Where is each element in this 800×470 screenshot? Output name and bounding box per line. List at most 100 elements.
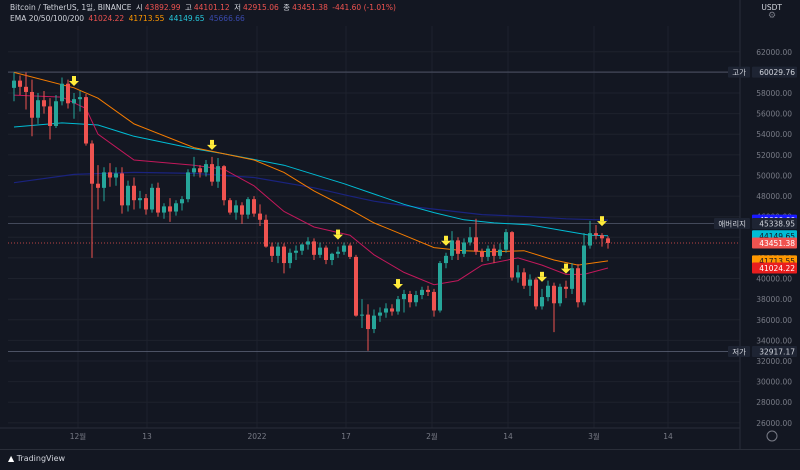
tradingview-logo[interactable]: ▲ TradingView (8, 454, 65, 463)
arrow-icon (333, 234, 343, 240)
candle-body (594, 233, 598, 236)
candle-body (180, 199, 184, 204)
ema50-value: 41713.55 (128, 14, 165, 23)
candle-body (276, 246, 280, 256)
y-tick-label: 58000.00 (756, 89, 792, 98)
price-label-tag-box (714, 218, 750, 230)
arrow-icon (537, 276, 547, 282)
price-label-value: 60029.76 (759, 68, 795, 77)
price-label-box (752, 66, 797, 78)
candle-body (204, 164, 208, 173)
candle-body (456, 240, 460, 254)
x-tick-label: 14 (663, 432, 673, 441)
candle-body (588, 233, 592, 246)
candle-body (426, 289, 430, 292)
candle-body (210, 164, 214, 182)
candle-body (432, 291, 436, 311)
candle-body (552, 285, 556, 304)
close-value: 43451.38 (292, 3, 328, 12)
arrow-icon (564, 263, 568, 269)
candle-body (222, 166, 226, 201)
low-value: 42915.06 (242, 3, 279, 12)
candle-body (138, 198, 142, 201)
close-label: 종 (283, 3, 291, 12)
y-tick-label: 52000.00 (756, 151, 792, 160)
candle-body (468, 237, 472, 243)
ema100-value: 44149.65 (168, 14, 205, 23)
price-label-box (752, 346, 797, 358)
candle-body (246, 199, 250, 215)
ema20-value: 41024.22 (88, 14, 125, 23)
candle-body (12, 80, 16, 88)
open-label: 시 (135, 3, 143, 12)
candle-body (408, 294, 412, 303)
ema200-line (13, 171, 609, 221)
candle-body (510, 232, 514, 278)
candle-body (360, 314, 364, 316)
candle-body (126, 185, 130, 206)
candle-body (396, 299, 400, 312)
price-label-tag-box (728, 346, 750, 358)
candle-body (498, 249, 502, 256)
candle-body (570, 268, 574, 289)
candle-body (54, 101, 58, 126)
price-label-value: 32917.17 (759, 348, 795, 357)
candle-body (78, 97, 82, 100)
x-tick-label: 14 (503, 432, 513, 441)
candle-body (72, 99, 76, 104)
candle-body (216, 166, 220, 182)
legend-ema-row: EMA 20/50/100/200 41024.22 41713.55 4414… (10, 14, 247, 23)
auto-scale-icon[interactable] (766, 430, 778, 442)
candle-body (102, 172, 106, 188)
y-tick-label: 30000.00 (756, 378, 792, 387)
price-label-tag: 고가 (732, 68, 746, 77)
candle-body (492, 248, 496, 256)
candle-body (288, 252, 292, 264)
arrow-icon (336, 229, 340, 235)
arrow-icon (444, 235, 448, 241)
y-tick-label: 62000.00 (756, 48, 792, 57)
candle-body (186, 172, 190, 200)
price-label-tag: 저가 (732, 348, 746, 357)
price-label-value: 44149.65 (759, 232, 795, 241)
y-tick-label: 40000.00 (756, 275, 792, 284)
candle-body (306, 241, 310, 245)
candle-body (312, 241, 316, 255)
footer-bar: ▲ TradingView (0, 449, 800, 470)
x-tick-label: 2022 (247, 432, 266, 441)
candle-body (438, 263, 442, 311)
arrow-icon (561, 268, 571, 274)
currency-label: USDT (761, 3, 782, 12)
candle-body (234, 205, 238, 213)
y-tick-label: 50000.00 (756, 171, 792, 180)
candle-body (84, 97, 88, 144)
price-label-value: 41024.22 (759, 264, 795, 273)
change-value: -441.60 (-1.01%) (332, 3, 396, 12)
candle-body (582, 245, 586, 303)
symbol-title: Bitcoin / TetherUS, 1일, BINANCE (10, 3, 132, 12)
candle-body (36, 100, 40, 118)
candle-body (354, 256, 358, 316)
y-tick-label: 54000.00 (756, 130, 792, 139)
candle-body (294, 250, 298, 253)
price-label-box (752, 262, 797, 274)
candle-body (60, 83, 64, 102)
candle-body (450, 240, 454, 256)
candle-body (198, 168, 202, 173)
y-tick-label: 38000.00 (756, 295, 792, 304)
ema100-line (13, 122, 609, 237)
arrow-icon (396, 279, 400, 285)
y-tick-label: 32000.00 (756, 357, 792, 366)
x-tick-label: 3월 (588, 431, 600, 441)
candle-body (372, 315, 376, 330)
candle-body (258, 213, 262, 220)
candle-body (42, 100, 46, 107)
candle-body (150, 187, 154, 210)
candle-body (228, 200, 232, 213)
candle-body (330, 253, 334, 260)
candle-body (264, 219, 268, 247)
candle-body (336, 251, 340, 254)
candle-body (474, 237, 478, 252)
candle-body (96, 183, 100, 188)
